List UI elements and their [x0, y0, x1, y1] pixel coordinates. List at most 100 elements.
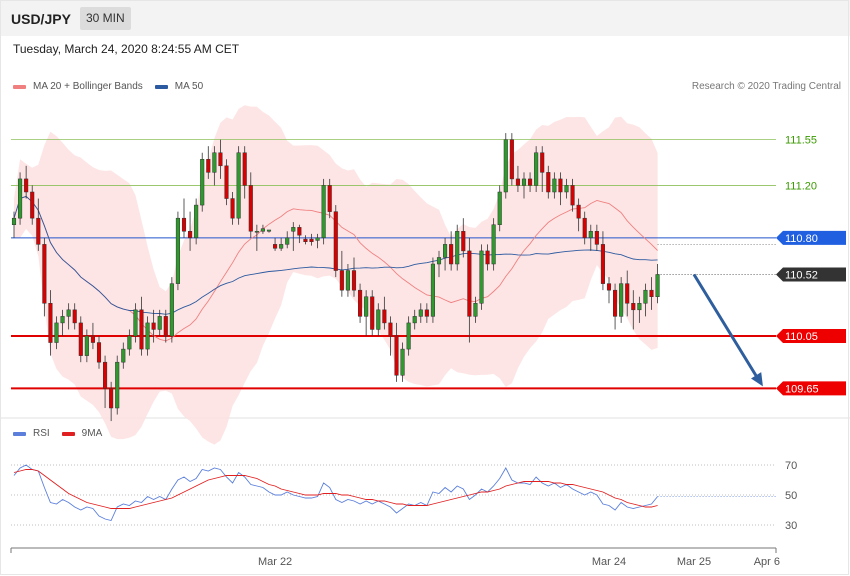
candle-body-84: [521, 178, 527, 186]
candle-body-2: [24, 178, 29, 193]
candle-body-82: [509, 139, 514, 180]
candle-body-0: [11, 217, 17, 225]
candle-body-47: [297, 227, 302, 236]
copyright: Research © 2020 Trading Central: [691, 81, 841, 92]
candle-body-52: [327, 185, 332, 212]
candle-body-92: [570, 185, 575, 206]
candle-body-73: [455, 231, 460, 265]
candle-body-77: [479, 250, 484, 304]
level-tag-3: [776, 267, 846, 282]
rsi-tick-label-0: 70: [785, 460, 797, 472]
candle-body-13: [90, 335, 95, 343]
candle-body-69: [430, 263, 435, 317]
candle-body-96: [594, 231, 599, 245]
candle-body-56: [351, 270, 357, 291]
candle-body-11: [78, 322, 83, 356]
price-legend: MA 20 + Bollinger Bands MA 50: [13, 81, 215, 92]
candle-body-41: [260, 228, 265, 232]
candle-body-37: [236, 152, 241, 219]
candle-body-29: [188, 231, 193, 239]
x-tick-label-3: Apr 6: [754, 556, 780, 568]
candle-body-94: [582, 217, 587, 239]
candle-body-18: [121, 348, 126, 363]
level-label-5: 109.65: [785, 383, 819, 395]
candle-body-28: [181, 217, 187, 232]
candle-body-102: [631, 303, 636, 311]
legend-ma50-swatch: [154, 84, 168, 89]
candle-body-35: [224, 165, 229, 199]
candle-body-21: [139, 309, 144, 350]
candle-body-70: [436, 257, 442, 265]
candle-body-17: [115, 361, 120, 409]
x-tick-label-2: Mar 25: [677, 556, 711, 568]
candle-body-30: [194, 204, 199, 239]
candle-body-89: [552, 178, 557, 193]
candle-body-64: [400, 348, 405, 376]
legend-ma20-swatch: [13, 84, 26, 89]
candle-body-68: [424, 309, 429, 317]
candle-body-16: [109, 388, 114, 409]
candle-body-54: [339, 270, 344, 291]
candle-body-45: [285, 237, 290, 245]
candle-body-72: [449, 244, 454, 265]
candle-body-71: [443, 244, 448, 258]
candle-body-25: [163, 316, 168, 337]
candle-body-86: [534, 152, 539, 186]
candle-body-53: [333, 211, 338, 271]
candle-body-34: [218, 152, 223, 167]
candle-body-5: [42, 244, 47, 304]
candle-body-10: [72, 309, 77, 324]
symbol-label: USD/JPY: [11, 11, 71, 27]
candle-body-99: [613, 289, 618, 317]
forecast-arrow-head: [751, 372, 763, 387]
legend-ma20: MA 20 + Bollinger Bands: [13, 81, 143, 92]
level-tag-5: [776, 381, 846, 396]
candle-body-75: [467, 250, 472, 317]
candle-body-15: [103, 361, 108, 389]
forecast-arrow-shaft: [692, 273, 761, 382]
candle-body-38: [242, 152, 247, 186]
legend-9ma: 9MA: [61, 428, 103, 439]
timeframe-button[interactable]: 30 MIN: [80, 7, 131, 30]
candle-body-27: [175, 217, 180, 284]
candle-body-42: [266, 229, 272, 232]
candle-body-81: [503, 139, 508, 193]
candle-body-67: [418, 309, 423, 317]
candle-body-9: [66, 309, 71, 317]
candle-body-24: [157, 316, 162, 330]
x-tick-label-0: Mar 22: [258, 556, 292, 568]
candle-body-100: [619, 283, 624, 317]
candle-body-31: [200, 159, 205, 206]
rsi-ma-line: [13, 469, 658, 509]
candle-body-49: [309, 238, 314, 242]
candle-body-43: [273, 244, 278, 249]
candle-body-12: [84, 335, 89, 356]
level-label-2: 110.80: [785, 233, 818, 245]
x-axis: Mar 22 Mar 24 Mar 25 Apr 6: [10, 547, 780, 568]
candle-body-33: [212, 152, 217, 173]
candle-body-14: [96, 342, 102, 363]
candle-body-39: [248, 185, 253, 232]
rsi-tick-label-1: 50: [785, 490, 797, 502]
price-panel: 111.55 111.20 110.80 110.52 110.05 109.65: [11, 105, 846, 445]
candle-body-62: [388, 322, 393, 337]
candle-body-66: [412, 316, 417, 324]
legend-9ma-label: 9MA: [81, 428, 103, 439]
rsi-legend: RSI 9MA: [13, 428, 114, 439]
rsi-panel: 70 50 30: [11, 460, 797, 532]
legend-9ma-swatch: [61, 431, 75, 436]
candle-body-65: [406, 322, 411, 350]
candle-body-88: [546, 172, 551, 193]
level-label-4: 110.05: [785, 331, 818, 343]
candle-body-8: [60, 316, 65, 324]
candle-body-90: [558, 178, 563, 193]
candle-body-103: [637, 303, 642, 311]
candle-body-101: [625, 283, 630, 304]
candle-body-80: [497, 191, 502, 225]
candle-body-95: [588, 231, 593, 239]
candle-body-22: [145, 322, 150, 350]
candle-body-26: [169, 283, 174, 337]
candle-body-87: [540, 152, 545, 173]
timestamp: Tuesday, March 24, 2020 8:24:55 AM CET: [13, 42, 240, 56]
level-tag-4: [776, 329, 846, 343]
